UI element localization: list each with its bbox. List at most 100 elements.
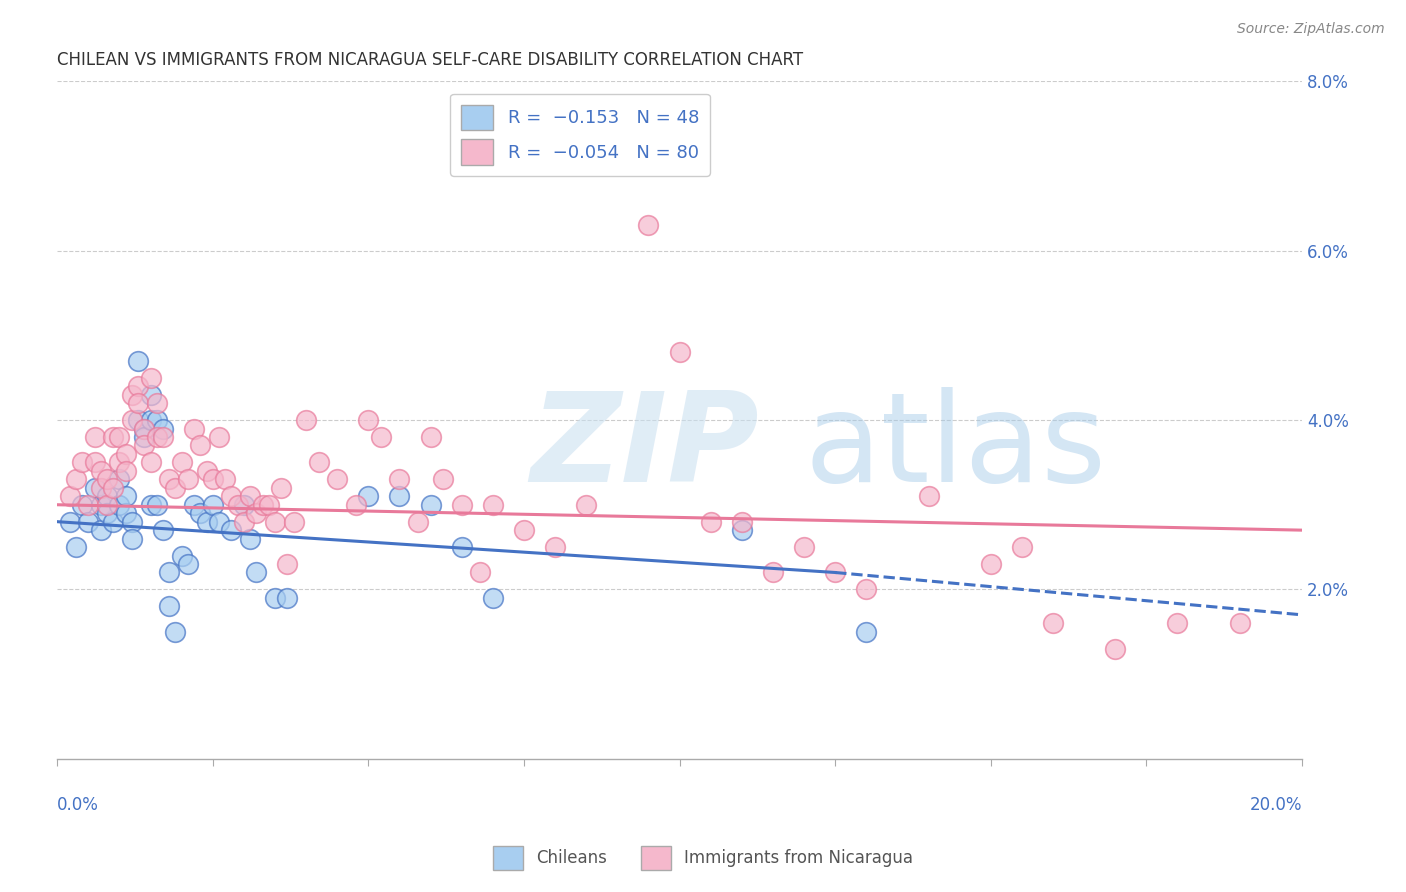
Point — [606, 134, 628, 148]
Point — [326, 472, 349, 486]
Point — [83, 430, 105, 444]
Point — [134, 421, 156, 435]
Point — [165, 481, 187, 495]
Point — [195, 464, 218, 478]
Point — [108, 430, 131, 444]
Point — [239, 532, 262, 546]
Point — [177, 472, 200, 486]
Point — [226, 498, 249, 512]
Point — [201, 472, 224, 486]
Point — [357, 489, 380, 503]
Point — [252, 498, 274, 512]
Point — [96, 498, 118, 512]
Text: Source: ZipAtlas.com: Source: ZipAtlas.com — [1237, 22, 1385, 37]
Text: atlas: atlas — [804, 386, 1107, 508]
Point — [855, 582, 877, 597]
Point — [544, 540, 567, 554]
Point — [152, 421, 174, 435]
Point — [793, 540, 815, 554]
Point — [114, 489, 136, 503]
Point — [183, 421, 205, 435]
Point — [65, 472, 87, 486]
Point — [239, 489, 262, 503]
Point — [108, 472, 131, 486]
Point — [103, 430, 125, 444]
Point — [139, 370, 162, 384]
Point — [295, 413, 318, 427]
Point — [96, 506, 118, 520]
Point — [668, 345, 690, 359]
Point — [1166, 616, 1188, 631]
Point — [77, 498, 100, 512]
Point — [114, 506, 136, 520]
Point — [108, 498, 131, 512]
Point — [232, 498, 254, 512]
Point — [96, 472, 118, 486]
Point — [388, 472, 411, 486]
Point — [208, 430, 231, 444]
Point — [139, 498, 162, 512]
Point — [470, 566, 492, 580]
Point — [482, 498, 505, 512]
Point — [83, 481, 105, 495]
Point — [270, 481, 292, 495]
Point — [134, 438, 156, 452]
Point — [245, 566, 267, 580]
Text: 20.0%: 20.0% — [1250, 796, 1302, 814]
Text: 0.0%: 0.0% — [58, 796, 98, 814]
Point — [145, 396, 167, 410]
Point — [699, 515, 721, 529]
Point — [96, 489, 118, 503]
Point — [157, 599, 180, 614]
Point — [419, 498, 441, 512]
Point — [90, 481, 112, 495]
Point — [188, 506, 211, 520]
Point — [114, 464, 136, 478]
Point — [221, 489, 243, 503]
Point — [188, 438, 211, 452]
Point — [59, 489, 82, 503]
Point — [370, 430, 392, 444]
Point — [276, 557, 298, 571]
Point — [1042, 616, 1064, 631]
Point — [1229, 616, 1251, 631]
Point — [139, 455, 162, 469]
Point — [195, 515, 218, 529]
Point — [283, 515, 305, 529]
Point — [152, 523, 174, 537]
Point — [90, 498, 112, 512]
Point — [276, 591, 298, 605]
Point — [145, 413, 167, 427]
Point — [139, 387, 162, 401]
Point — [232, 515, 254, 529]
Point — [1011, 540, 1033, 554]
Point — [177, 557, 200, 571]
Point — [245, 506, 267, 520]
Point — [731, 523, 754, 537]
Point — [70, 455, 93, 469]
Point — [264, 591, 287, 605]
Point — [121, 515, 143, 529]
Point — [1104, 641, 1126, 656]
Point — [114, 447, 136, 461]
Point — [145, 430, 167, 444]
Point — [121, 413, 143, 427]
Point — [77, 515, 100, 529]
Point — [637, 219, 659, 233]
Point — [165, 624, 187, 639]
Point — [450, 498, 472, 512]
Point — [103, 515, 125, 529]
Point — [855, 624, 877, 639]
Legend: Chileans, Immigrants from Nicaragua: Chileans, Immigrants from Nicaragua — [486, 839, 920, 877]
Point — [152, 430, 174, 444]
Point — [762, 566, 785, 580]
Point — [575, 498, 598, 512]
Point — [139, 413, 162, 427]
Point — [70, 498, 93, 512]
Point — [170, 455, 193, 469]
Point — [450, 540, 472, 554]
Point — [308, 455, 330, 469]
Point — [208, 515, 231, 529]
Point — [183, 498, 205, 512]
Point — [121, 387, 143, 401]
